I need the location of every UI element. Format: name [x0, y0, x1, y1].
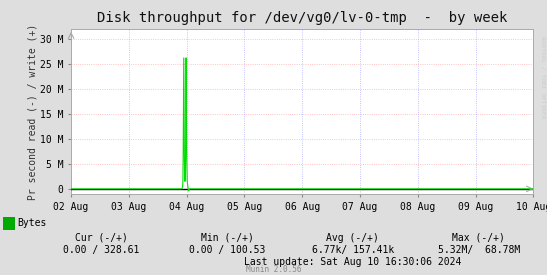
Text: Cur (-/+): Cur (-/+) — [75, 233, 127, 243]
Y-axis label: Pr second read (-) / write (+): Pr second read (-) / write (+) — [27, 23, 37, 199]
Text: Bytes: Bytes — [18, 218, 47, 228]
Text: 5.32M/  68.78M: 5.32M/ 68.78M — [438, 245, 520, 255]
Text: Min (-/+): Min (-/+) — [201, 233, 253, 243]
Text: Munin 2.0.56: Munin 2.0.56 — [246, 265, 301, 274]
Text: RRDTOOL / TOBI OETIKER: RRDTOOL / TOBI OETIKER — [541, 36, 546, 118]
Text: 6.77k/ 157.41k: 6.77k/ 157.41k — [312, 245, 394, 255]
Text: 0.00 / 328.61: 0.00 / 328.61 — [63, 245, 139, 255]
Text: Max (-/+): Max (-/+) — [452, 233, 505, 243]
Title: Disk throughput for /dev/vg0/lv-0-tmp  -  by week: Disk throughput for /dev/vg0/lv-0-tmp - … — [97, 11, 508, 25]
Text: 0.00 / 100.53: 0.00 / 100.53 — [189, 245, 265, 255]
Text: Last update: Sat Aug 10 16:30:06 2024: Last update: Sat Aug 10 16:30:06 2024 — [244, 257, 462, 267]
Text: Avg (-/+): Avg (-/+) — [327, 233, 379, 243]
